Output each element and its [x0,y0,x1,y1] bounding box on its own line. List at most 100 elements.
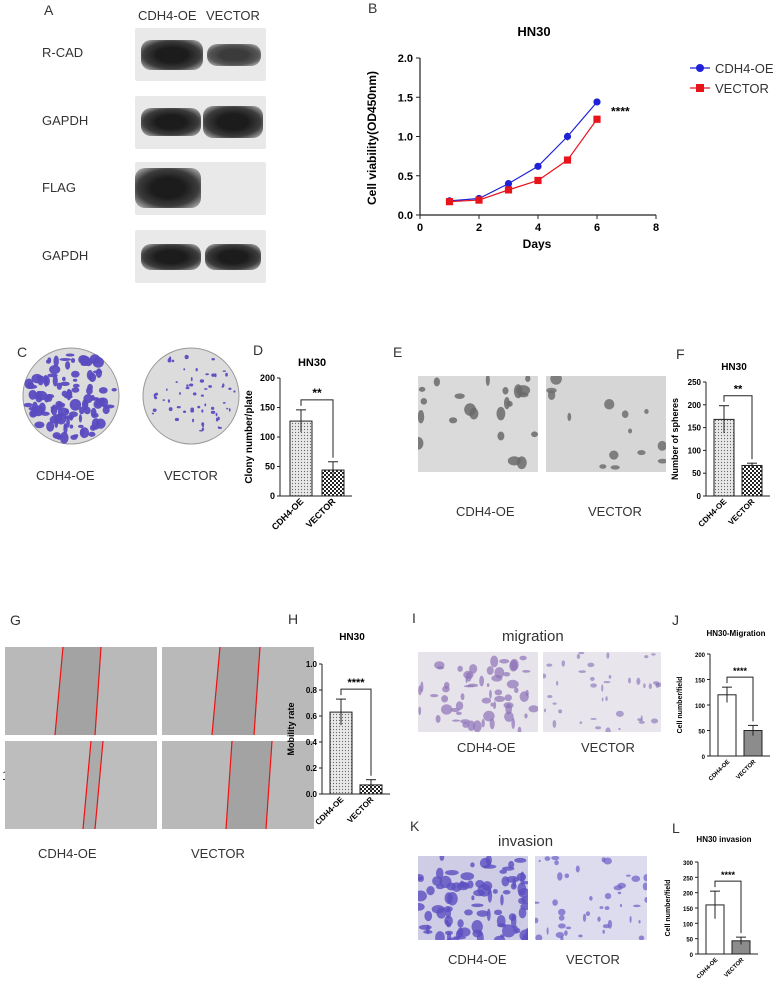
chart-b-legend-markers [690,64,710,92]
j-y-tick-label: 100 [695,704,706,710]
blot-label-rcad: R-CAD [42,45,84,60]
blot-col-cdh4-oe: CDH4-OE [138,8,197,23]
j-bar-oe [717,694,737,757]
chart-b-line-oe [449,101,598,202]
f-sig-bracket [723,395,753,460]
chart-b-point-vector [593,115,601,123]
d-bar-oe [289,420,313,497]
chart-b-plot: 0.0 0.5 1.0 1.5 2.0 0 2 4 6 8 **** [398,53,659,234]
chart-b-point-oe [563,132,572,141]
h-ylabel: Mobility rate [286,702,296,755]
chart-b-legend-oe: CDH4-OE [715,61,774,76]
blot-gapdh-1 [135,96,266,149]
panel-label-b: B [368,0,378,16]
chart-b-y-tick-label: 0.5 [398,171,413,183]
invasion-title: invasion [498,833,554,850]
legend-marker-vector [696,84,704,92]
migration-label-vector: VECTOR [581,740,635,755]
h-x-tick-label: CDH4-OE [314,795,346,825]
panel-label-h: H [288,611,299,627]
l-x-tick-label: VECTOR [724,957,746,979]
chart-b-x-tick-label: 2 [476,222,482,234]
plate-vector [142,347,240,445]
j-y-tick-label: 50 [698,730,705,736]
f-x-tick-label: VECTOR [727,497,757,527]
panel-label-j: J [672,612,679,628]
panel-label-a: A [44,2,54,18]
chart-b-x-tick-label: 6 [594,222,600,234]
sphere-image-oe [418,376,538,472]
chart-b-title: HN30 [517,24,550,39]
panel-label-d: D [253,342,264,358]
chart-b-point-oe [504,180,513,188]
f-ylabel: Number of spheres [670,398,680,480]
migration-title: migration [502,628,564,645]
blot-col-vector: VECTOR [206,8,260,23]
j-ylabel: Cell number/field [677,677,684,734]
chart-b-point-vector [563,156,572,164]
l-y-tick-label: 150 [683,907,694,913]
chart-b-significance: **** [611,104,630,118]
j-x-tick-label: CDH4-OE [708,759,731,782]
l-y-tick-label: 250 [683,876,694,882]
chart-b-point-oe [534,162,542,170]
h-y-tick-label: 0.0 [306,790,318,799]
d-y-tick-label: 150 [260,403,275,413]
chart-l: HN30 invasion Cell number/field 0 50 100 150 2… [665,835,758,981]
h-x-tick-label: VECTOR [346,795,376,825]
d-ylabel: Clony number/plate [244,390,255,484]
d-y-tick-label: 0 [270,491,275,501]
chart-b-x-tick-label: 4 [535,222,542,234]
invasion-label-oe: CDH4-OE [448,952,507,967]
chart-b-point-oe [593,98,601,106]
f-y-tick-label: 250 [688,378,702,387]
d-y-tick-label: 100 [260,432,275,442]
chart-d: HN30 Clony number/plate 0 50 100 150 200 CDH4-O… [244,357,352,532]
wound-image-oe-0h [5,647,157,735]
h-y-tick-label: 1.0 [306,660,318,669]
l-y-tick-label: 100 [683,922,694,928]
l-title: HN30 invasion [696,835,751,844]
chart-b-x-tick-label: 8 [653,222,659,234]
chart-b-legend-vector: VECTOR [715,81,769,96]
sphere-image-vector [546,376,666,472]
f-y-tick-label: 200 [688,401,702,410]
chart-b: HN30 0.0 0.5 1.0 1.5 2.0 0 2 4 6 8 **** Days Cell … [365,24,659,251]
j-significance: **** [733,666,748,676]
chart-b-point-vector [445,198,454,206]
d-y-tick-label: 50 [265,462,275,472]
chart-b-line-vector [449,118,598,203]
chart-b-point-vector [475,196,483,204]
chart-b-point-vector [534,176,542,185]
sphere-label-vector: VECTOR [588,504,642,519]
chart-f: HN30 Number of spheres 0 50 100 150 200 250 CDH4… [670,362,770,529]
d-x-tick-label: VECTOR [304,496,338,530]
l-sig-bracket [714,880,742,934]
h-y-tick-label: 0.8 [306,686,318,695]
migration-image-vector [543,652,661,732]
panel-label-c: C [17,344,28,360]
chart-b-ylabel: Cell viability(OD450nm) [365,71,379,205]
blot-rcad [135,28,266,81]
f-significance: ** [734,384,743,396]
chart-b-y-tick-label: 1.5 [398,92,413,104]
wound-label-oe: CDH4-OE [38,846,97,861]
chart-b-x-tick-label: 0 [417,222,423,234]
d-title: HN30 [298,357,326,369]
plate-cdh4-oe [22,347,120,445]
plate-label-oe: CDH4-OE [36,468,95,483]
wound-image-vector-12h [162,741,314,829]
h-y-tick-label: 0.4 [306,738,318,747]
l-y-tick-label: 0 [690,953,694,959]
f-y-tick-label: 50 [692,469,701,478]
chart-b-xlabel: Days [523,237,552,251]
blot-flag [135,162,266,215]
panel-label-i: I [412,610,416,626]
plate-label-vector: VECTOR [164,468,218,483]
wound-label-vector: VECTOR [191,846,245,861]
l-significance: **** [721,870,736,880]
h-y-tick-label: 0.2 [306,764,318,773]
d-x-tick-label: CDH4-OE [270,496,306,532]
chart-b-y-tick-label: 1.0 [398,132,413,144]
blot-label-gapdh-2: GAPDH [42,248,89,263]
